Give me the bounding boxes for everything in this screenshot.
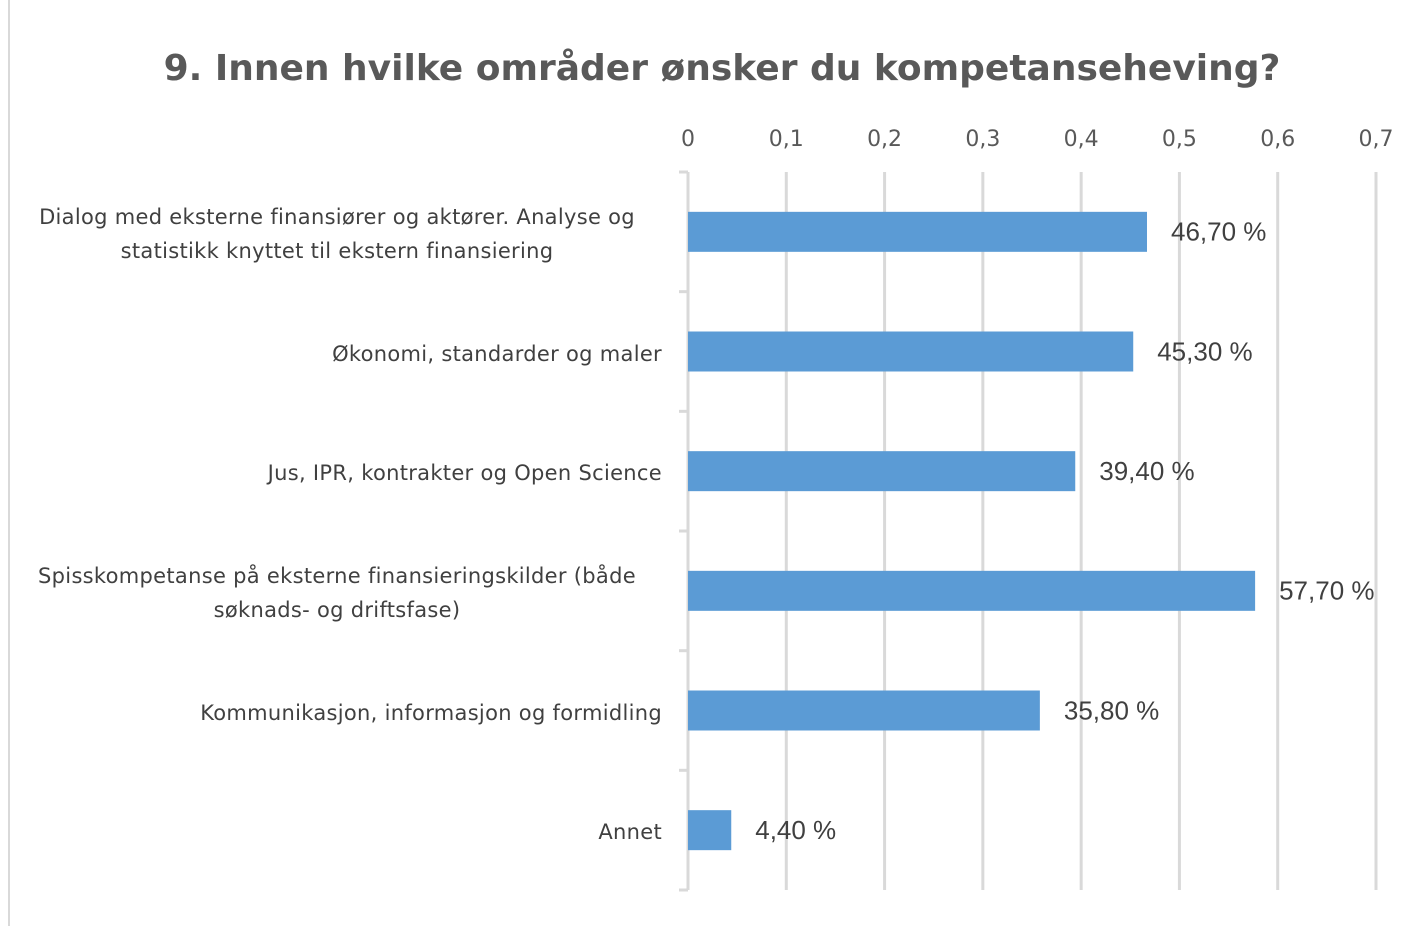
bar <box>688 451 1076 492</box>
bar <box>688 331 1134 372</box>
bar <box>688 570 1256 611</box>
bar <box>688 211 1147 252</box>
data-label: 45,30 % <box>1157 336 1252 366</box>
chart-border <box>8 0 10 926</box>
y-tick-label-box: Jus, IPR, kontrakter og Open Science <box>12 423 662 523</box>
y-tick-label-box: Økonomi, standarder og maler <box>12 304 662 404</box>
data-label: 4,40 % <box>755 815 836 845</box>
x-tick-label: 0,4 <box>1064 127 1099 152</box>
x-tick-label: 0,1 <box>769 127 804 152</box>
data-label: 57,70 % <box>1279 576 1374 606</box>
y-tick-label: Dialog med eksterne finansiører og aktør… <box>39 204 635 263</box>
y-tick-label-box: Kommunikasjon, informasjon og formidling <box>12 663 662 763</box>
data-label: 46,70 % <box>1171 217 1266 247</box>
x-tick-label: 0,6 <box>1260 127 1295 152</box>
x-tick-label: 0,2 <box>867 127 902 152</box>
y-tick-label: Kommunikasjon, informasjon og formidling <box>200 700 662 725</box>
x-tick-label: 0,5 <box>1162 127 1197 152</box>
data-label: 39,40 % <box>1099 456 1194 486</box>
y-tick-label-box: Annet <box>12 782 662 882</box>
bar <box>688 690 1040 731</box>
x-tick-label: 0,3 <box>965 127 1000 152</box>
y-tick-label: Jus, IPR, kontrakter og Open Science <box>267 461 662 486</box>
y-tick-label: Spisskompetanse på eksterne finansiering… <box>38 563 636 622</box>
bar <box>688 810 732 851</box>
y-tick-label-box: Spisskompetanse på eksterne finansiering… <box>12 543 662 643</box>
x-tick-label: 0,7 <box>1359 127 1394 152</box>
y-tick-label: Økonomi, standarder og maler <box>332 341 662 366</box>
chart-title: 9. Innen hvilke områder ønsker du kompet… <box>164 48 1281 89</box>
data-label: 35,80 % <box>1064 695 1159 725</box>
y-tick-label-box: Dialog med eksterne finansiører og aktør… <box>12 184 662 284</box>
x-tick-label: 0 <box>681 127 695 152</box>
y-tick-label: Annet <box>598 820 662 845</box>
